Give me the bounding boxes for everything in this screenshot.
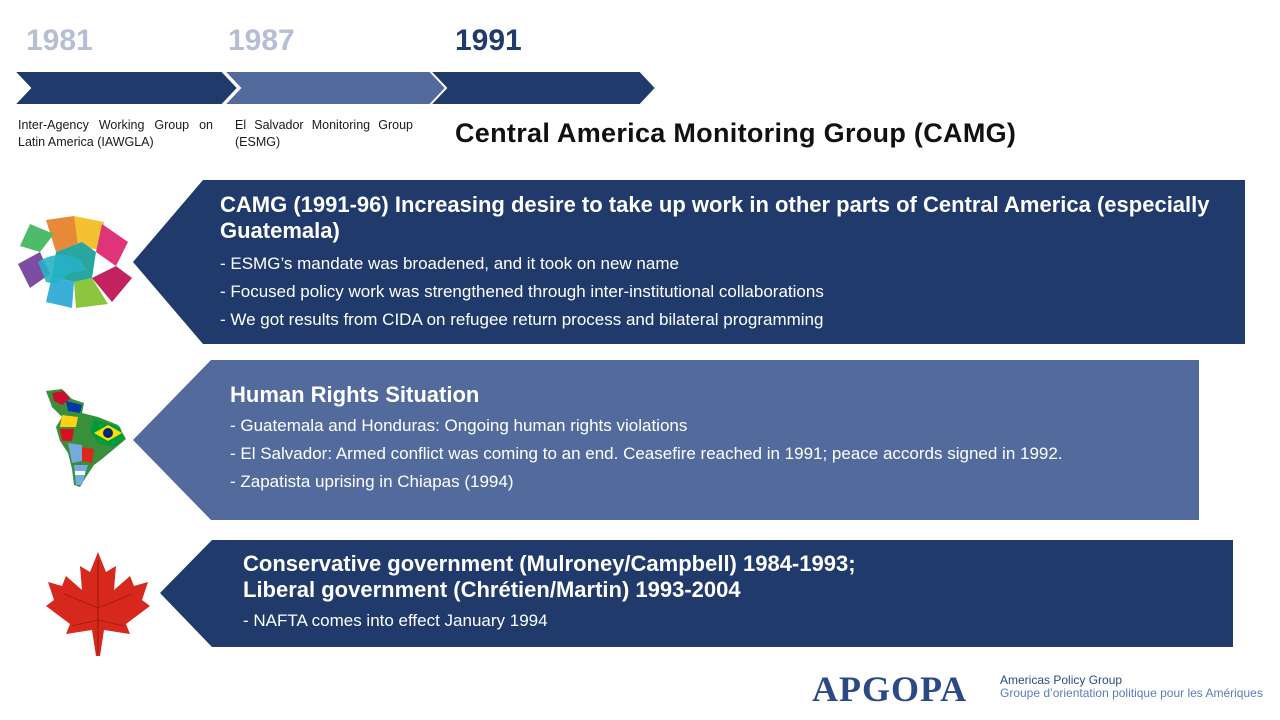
banner-camg: CAMG (1991-96) Increasing desire to take… — [133, 180, 1245, 344]
banner-camg-shape — [133, 180, 1245, 344]
apgopa-logo-letters: APGOPA — [812, 669, 968, 709]
banner-human-rights-bullet-3: - Zapatista uprising in Chiapas (1994) — [230, 472, 514, 491]
banner-human-rights: Human Rights Situation - Guatemala and H… — [133, 360, 1199, 520]
banner-canadian-government-title-1: Conservative government (Mulroney/Campbe… — [243, 551, 856, 576]
apgopa-logo-french: Groupe d’orientation politique pour les … — [1000, 686, 1263, 700]
banner-camg-content: CAMG (1991-96) Increasing desire to take… — [220, 192, 1230, 334]
year-1991: 1991 — [455, 24, 522, 57]
timeline-label-camg: Central America Monitoring Group (CAMG) — [455, 118, 1017, 148]
latin-america-flags-map-icon — [46, 389, 126, 487]
timeline-arrow-1981 — [11, 70, 240, 106]
banner-canadian-government-title-2: Liberal government (Chrétien/Martin) 199… — [243, 577, 741, 602]
banner-camg-bullet-2: - Focused policy work was strengthened t… — [220, 282, 824, 301]
timeline-label-iawgla: Inter-Agency Working Group on Latin Amer… — [18, 118, 213, 149]
timeline-arrow-1991 — [427, 70, 658, 106]
year-1981: 1981 — [26, 24, 93, 57]
banner-human-rights-shape — [133, 360, 1199, 520]
timeline-label-esmg: El Salvador Monitoring Group (ESMG) — [235, 118, 413, 149]
banner-human-rights-bullet-1: - Guatemala and Honduras: Ongoing human … — [230, 416, 688, 435]
timeline-arrow-1987 — [221, 70, 450, 106]
maple-leaf-icon — [46, 552, 150, 656]
year-1987: 1987 — [228, 24, 295, 57]
banner-human-rights-content: Human Rights Situation - Guatemala and H… — [230, 382, 1190, 496]
banner-canadian-government: Conservative government (Mulroney/Campbe… — [160, 540, 1233, 647]
banner-human-rights-bullet-2: - El Salvador: Armed conflict was coming… — [230, 444, 1063, 463]
banner-human-rights-title: Human Rights Situation — [230, 382, 480, 407]
banner-canadian-government-content: Conservative government (Mulroney/Campbe… — [243, 551, 1223, 635]
hands-icon — [18, 216, 132, 308]
apgopa-logo-english: Americas Policy Group — [1000, 673, 1123, 687]
banner-camg-title: CAMG (1991-96) Increasing desire to take… — [220, 192, 1210, 243]
banner-camg-bullet-3: - We got results from CIDA on refugee re… — [220, 310, 824, 329]
banner-canadian-government-shape — [160, 540, 1233, 647]
banner-camg-bullet-1: - ESMG’s mandate was broadened, and it t… — [220, 254, 679, 273]
banner-canadian-government-bullet-1: - NAFTA comes into effect January 1994 — [243, 611, 548, 630]
timeline-arrows — [11, 70, 658, 106]
